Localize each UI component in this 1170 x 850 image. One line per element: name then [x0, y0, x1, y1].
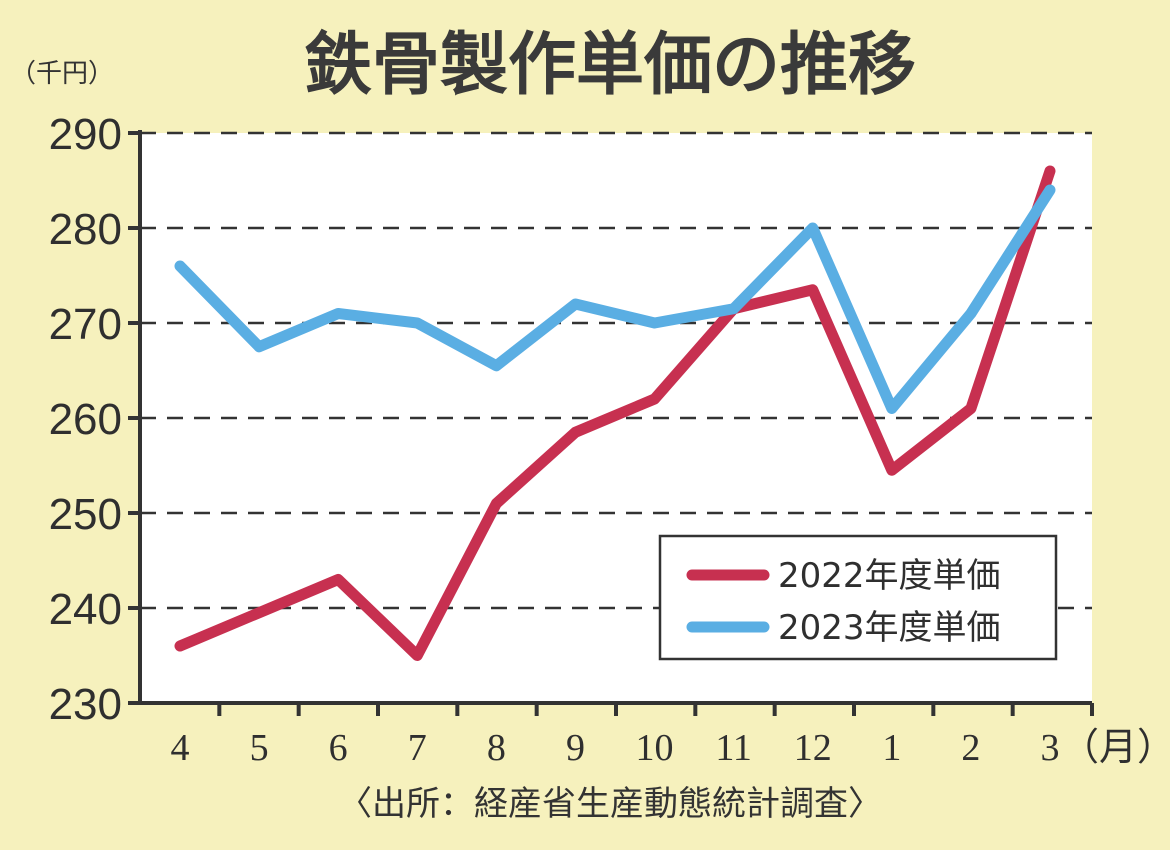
source-note: 〈出所：経産省生産動態統計調査〉	[338, 784, 882, 824]
x-tick-label: 11	[715, 727, 752, 769]
chart-title: 鉄骨製作単価の推移	[304, 26, 916, 105]
legend-box	[658, 534, 1058, 661]
x-tick-label: 2	[961, 727, 980, 769]
y-axis-unit-label: （千円）	[10, 59, 114, 89]
series-lines	[174, 165, 1056, 661]
y-tick-label: 250	[49, 490, 122, 539]
x-tick-label: 5	[250, 727, 269, 769]
legend-label: 2023年度単価	[778, 608, 1001, 648]
y-tick-label: 270	[49, 300, 122, 349]
x-tick-label: 7	[408, 727, 427, 769]
legend: 2022年度単価 2023年度単価	[658, 534, 1058, 661]
series-line-2	[174, 184, 1056, 414]
x-tick-label: 10	[636, 727, 674, 769]
y-axis-ticks: 230 240 250 260 270 280 290	[49, 110, 140, 729]
y-tick-label: 230	[49, 680, 122, 729]
legend-label: 2022年度単価	[778, 556, 1001, 596]
x-tick-label: 1	[882, 727, 901, 769]
series-line-1	[174, 165, 1056, 661]
x-tick-label: 3	[1041, 727, 1060, 769]
x-axis-ticks: 4 5 6 7 8 9 10 11 12 1 2 3	[171, 703, 1094, 769]
y-tick-label: 290	[49, 110, 122, 159]
x-tick-label: 6	[329, 727, 348, 769]
y-tick-label: 240	[49, 585, 122, 634]
x-tick-label: 8	[487, 727, 506, 769]
y-tick-label: 260	[49, 395, 122, 444]
x-tick-label: 9	[566, 727, 585, 769]
x-tick-label: 12	[794, 727, 832, 769]
x-axis-unit-label: （月）	[1061, 727, 1170, 769]
y-tick-label: 280	[49, 205, 122, 254]
x-tick-label: 4	[171, 727, 190, 769]
